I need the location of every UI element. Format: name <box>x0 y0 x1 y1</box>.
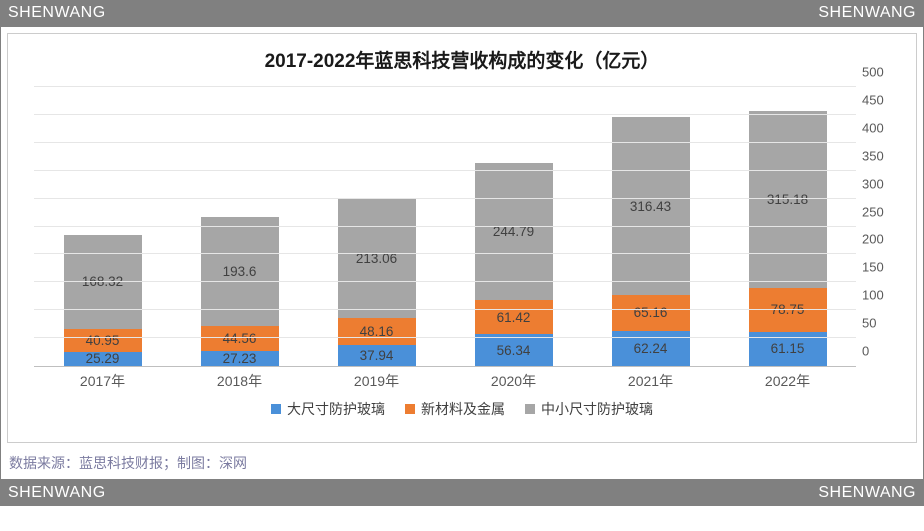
bar-segment: 27.23 <box>201 351 279 366</box>
bar-value-label: 44.56 <box>223 331 257 346</box>
x-axis-labels: 2017年 2018年 2019年 2020年 2021年 2022年 <box>34 371 856 391</box>
bottom-watermark-bar: SHENWANG SHENWANG <box>0 480 924 506</box>
bar-segment: 44.56 <box>201 326 279 351</box>
y-tick-label: 200 <box>862 232 896 247</box>
legend-swatch <box>271 404 281 414</box>
chart-area: 2017-2022年蓝思科技营收构成的变化（亿元） 25.2940.95168.… <box>7 33 917 443</box>
bar-value-label: 37.94 <box>360 348 394 363</box>
gridline <box>34 86 856 87</box>
bar-segment: 37.94 <box>338 345 416 366</box>
bar-value-label: 61.42 <box>497 310 531 325</box>
plot: 25.2940.95168.3227.2344.56193.637.9448.1… <box>34 87 856 367</box>
bar-value-label: 65.16 <box>634 305 668 320</box>
y-tick-label: 0 <box>862 344 896 359</box>
x-tick-label: 2017年 <box>64 371 142 391</box>
y-tick-label: 400 <box>862 120 896 135</box>
legend-item: 新材料及金属 <box>405 399 505 419</box>
y-tick-label: 500 <box>862 65 896 80</box>
source-line: 数据来源：蓝思科技财报；制图：深网 <box>1 449 923 479</box>
bars-row: 25.2940.95168.3227.2344.56193.637.9448.1… <box>34 87 856 366</box>
watermark-left: SHENWANG <box>8 4 106 22</box>
bar-group: 27.23 44.56 193.6 <box>201 217 279 366</box>
top-watermark-bar: SHENWANG SHENWANG <box>0 0 924 26</box>
source-label: 数据来源： <box>9 455 79 471</box>
bar-segment: 316.43 <box>612 117 690 294</box>
y-tick-label: 350 <box>862 148 896 163</box>
y-tick-label: 100 <box>862 288 896 303</box>
bar-value-label: 25.29 <box>86 351 120 366</box>
y-tick-label: 300 <box>862 176 896 191</box>
x-tick-label: 2018年 <box>201 371 279 391</box>
bar-value-label: 315.18 <box>767 192 808 207</box>
gridline <box>34 253 856 254</box>
bar-segment: 61.42 <box>475 300 553 334</box>
bar-segment: 315.18 <box>749 111 827 288</box>
bar-group: 56.34 61.42 244.79 <box>475 163 553 366</box>
legend: 大尺寸防护玻璃 新材料及金属 中小尺寸防护玻璃 <box>24 399 900 419</box>
bar-segment: 25.29 <box>64 352 142 366</box>
bar-value-label: 40.95 <box>86 333 120 348</box>
gridline <box>34 142 856 143</box>
watermark-right: SHENWANG <box>818 484 916 502</box>
bar-value-label: 61.15 <box>771 341 805 356</box>
bar-segment: 48.16 <box>338 318 416 345</box>
bar-segment: 213.06 <box>338 198 416 317</box>
x-tick-label: 2022年 <box>749 371 827 391</box>
legend-item: 中小尺寸防护玻璃 <box>525 399 653 419</box>
bar-segment: 40.95 <box>64 329 142 352</box>
gridline <box>34 281 856 282</box>
watermark-right: SHENWANG <box>818 4 916 22</box>
bar-value-label: 56.34 <box>497 343 531 358</box>
plot-wrap: 25.2940.95168.3227.2344.56193.637.9448.1… <box>34 87 856 387</box>
gridline <box>34 309 856 310</box>
chart-title: 2017-2022年蓝思科技营收构成的变化（亿元） <box>24 46 900 73</box>
x-tick-label: 2019年 <box>338 371 416 391</box>
bar-value-label: 27.23 <box>223 351 257 366</box>
y-tick-label: 150 <box>862 260 896 275</box>
gridline <box>34 337 856 338</box>
legend-label: 大尺寸防护玻璃 <box>287 399 385 419</box>
bar-value-label: 62.24 <box>634 341 668 356</box>
x-tick-label: 2020年 <box>475 371 553 391</box>
bar-segment: 65.16 <box>612 295 690 331</box>
bar-segment: 244.79 <box>475 163 553 300</box>
legend-swatch <box>405 404 415 414</box>
bar-value-label: 193.6 <box>223 264 257 279</box>
gridline <box>34 170 856 171</box>
legend-label: 新材料及金属 <box>421 399 505 419</box>
gridline <box>34 198 856 199</box>
legend-swatch <box>525 404 535 414</box>
y-tick-label: 250 <box>862 204 896 219</box>
bar-value-label: 316.43 <box>630 199 671 214</box>
legend-item: 大尺寸防护玻璃 <box>271 399 385 419</box>
chart-frame: 2017-2022年蓝思科技营收构成的变化（亿元） 25.2940.95168.… <box>0 26 924 480</box>
bar-group: 61.1578.75315.18 <box>749 111 827 366</box>
bar-segment: 56.34 <box>475 334 553 366</box>
y-tick-label: 50 <box>862 316 896 331</box>
bar-group: 62.24 65.16 316.43 <box>612 117 690 366</box>
x-tick-label: 2021年 <box>612 371 690 391</box>
gridline <box>34 114 856 115</box>
watermark-left: SHENWANG <box>8 484 106 502</box>
y-tick-label: 450 <box>862 92 896 107</box>
source-value: 蓝思科技财报；制图：深网 <box>79 455 247 471</box>
gridline <box>34 226 856 227</box>
legend-label: 中小尺寸防护玻璃 <box>541 399 653 419</box>
